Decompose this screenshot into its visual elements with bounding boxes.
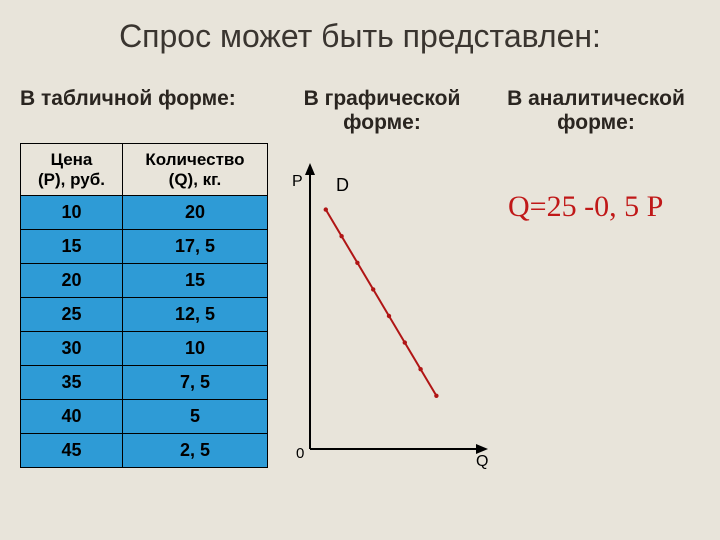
cell-qty: 10 xyxy=(122,332,267,366)
slide-title: Спрос может быть представлен: xyxy=(0,0,720,55)
cell-price: 25 xyxy=(21,298,123,332)
cell-qty: 20 xyxy=(122,196,267,230)
demand-table: Цена (Р), руб. Количество (Q), кг. 10201… xyxy=(20,143,268,468)
subtitle-formula-line1: В аналитической xyxy=(507,87,685,110)
cell-price: 35 xyxy=(21,366,123,400)
cell-qty: 15 xyxy=(122,264,267,298)
col-header-qty-l1: Количество xyxy=(145,150,244,169)
chart-container: P D 0 Q xyxy=(272,143,492,468)
col-header-qty: Количество (Q), кг. xyxy=(122,144,267,196)
cell-price: 20 xyxy=(21,264,123,298)
table-row: 1020 xyxy=(21,196,268,230)
subtitle-row: В табличной форме: В графической форме: … xyxy=(0,55,720,143)
subtitle-graph-line2: форме: xyxy=(343,111,421,134)
axis-label-q: Q xyxy=(476,453,488,471)
cell-price: 40 xyxy=(21,400,123,434)
formula-text: Q=25 -0, 5 P xyxy=(508,190,663,224)
axis-label-p: P xyxy=(292,173,303,191)
cell-qty: 2, 5 xyxy=(122,434,267,468)
subtitle-graph: В графической форме: xyxy=(272,87,492,135)
table-row: 357, 5 xyxy=(21,366,268,400)
table-container: Цена (Р), руб. Количество (Q), кг. 10201… xyxy=(20,143,272,468)
col-header-qty-l2: (Q), кг. xyxy=(169,170,222,189)
col-header-price-l2: (Р), руб. xyxy=(38,170,105,189)
table-row: 452, 5 xyxy=(21,434,268,468)
chart-svg xyxy=(292,157,492,467)
origin-label: 0 xyxy=(296,445,304,462)
table-row: 1517, 5 xyxy=(21,230,268,264)
subtitle-graph-line1: В графической xyxy=(304,87,461,110)
cell-price: 10 xyxy=(21,196,123,230)
table-row: 2015 xyxy=(21,264,268,298)
demand-chart: P D 0 Q xyxy=(292,157,492,457)
table-row: 405 xyxy=(21,400,268,434)
table-row: 3010 xyxy=(21,332,268,366)
subtitle-formula: В аналитической форме: xyxy=(492,87,700,135)
cell-price: 45 xyxy=(21,434,123,468)
subtitle-table: В табличной форме: xyxy=(20,87,272,135)
cell-qty: 7, 5 xyxy=(122,366,267,400)
cell-qty: 17, 5 xyxy=(122,230,267,264)
col-header-price: Цена (Р), руб. xyxy=(21,144,123,196)
subtitle-formula-line2: форме: xyxy=(557,111,635,134)
cell-price: 15 xyxy=(21,230,123,264)
cell-qty: 5 xyxy=(122,400,267,434)
table-row: 2512, 5 xyxy=(21,298,268,332)
curve-label-d: D xyxy=(336,175,349,196)
cell-price: 30 xyxy=(21,332,123,366)
col-header-price-l1: Цена xyxy=(51,150,93,169)
cell-qty: 12, 5 xyxy=(122,298,267,332)
